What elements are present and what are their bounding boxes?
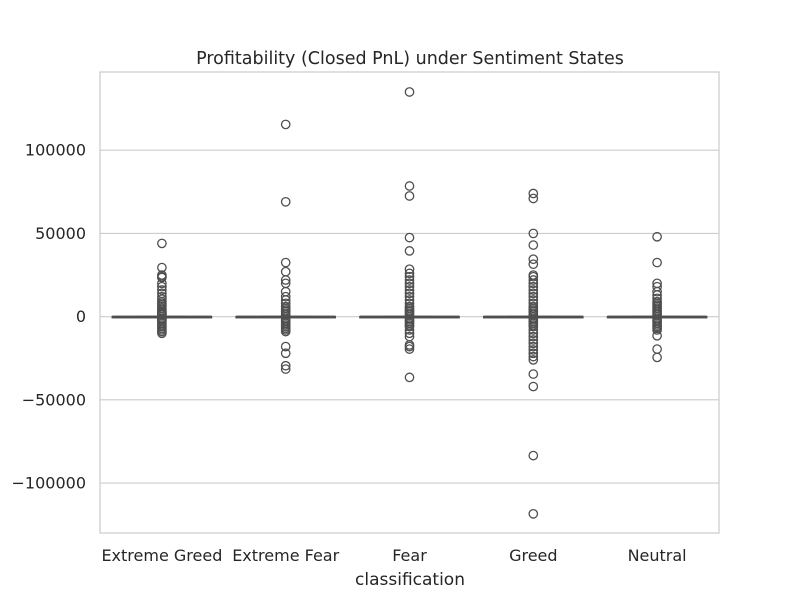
outlier-point xyxy=(528,228,539,239)
outlier-point xyxy=(404,271,415,282)
outlier-point xyxy=(280,275,291,285)
outlier-point xyxy=(157,262,167,273)
outlier-point xyxy=(528,348,539,359)
y-tick-label: −100000 xyxy=(12,474,86,493)
outlier-point xyxy=(157,294,167,305)
outlier-point xyxy=(157,285,167,295)
outlier-point xyxy=(280,291,291,302)
outlier-point xyxy=(528,355,539,365)
outlier-point xyxy=(404,325,415,335)
x-tick-label: Extreme Fear xyxy=(232,546,339,565)
outlier-point xyxy=(157,278,167,289)
outlier-point xyxy=(652,257,662,268)
outlier-point xyxy=(528,351,539,362)
outlier-point xyxy=(157,238,167,249)
outlier-point xyxy=(157,328,167,339)
x-tick-label: Fear xyxy=(392,546,427,565)
outlier-point xyxy=(528,341,539,352)
x-tick-label: Greed xyxy=(509,546,557,565)
y-tick-labels: −100000 −50000 0 50000 100000 xyxy=(12,141,86,493)
outlier-point xyxy=(157,281,167,292)
outlier-point xyxy=(528,259,539,270)
outlier-point xyxy=(404,275,415,285)
outlier-point xyxy=(280,341,291,352)
outlier-point xyxy=(157,272,167,283)
outlier-point xyxy=(528,331,539,342)
outlier-point xyxy=(528,193,539,204)
outlier-point xyxy=(652,330,662,341)
outlier-point xyxy=(528,450,539,461)
outlier-point xyxy=(528,381,539,392)
outlier-point xyxy=(404,246,415,256)
chart-title: Profitability (Closed PnL) under Sentime… xyxy=(196,49,624,69)
outlier-point xyxy=(652,352,662,363)
x-axis-label: classification xyxy=(355,570,465,590)
outlier-point xyxy=(280,326,291,337)
outlier-point xyxy=(404,328,415,339)
outlier-point xyxy=(528,325,539,335)
box-group xyxy=(606,231,708,363)
outlier-point xyxy=(404,281,415,292)
outlier-point xyxy=(404,344,415,354)
outlier-point xyxy=(528,338,539,349)
box-group xyxy=(482,188,584,519)
outlier-point xyxy=(528,254,539,265)
y-tick-label: 0 xyxy=(76,307,86,326)
y-tick-label: 50000 xyxy=(35,224,86,243)
outlier-point xyxy=(528,345,539,355)
outlier-point xyxy=(404,87,415,97)
box-group xyxy=(235,119,337,374)
outlier-point xyxy=(404,278,415,289)
outlier-point xyxy=(404,288,415,299)
outlier-point xyxy=(404,341,415,352)
plot-frame xyxy=(99,71,720,534)
outlier-point xyxy=(404,264,415,275)
outlier-point xyxy=(528,509,539,519)
box-layer xyxy=(111,87,708,519)
y-tick-label: 100000 xyxy=(25,141,86,160)
outlier-point xyxy=(528,275,539,285)
outlier-point xyxy=(652,231,662,242)
outlier-point xyxy=(528,285,539,295)
outlier-point xyxy=(404,291,415,302)
outlier-point xyxy=(528,278,539,289)
outlier-point xyxy=(404,321,415,332)
outlier-point xyxy=(280,119,291,130)
outlier-point xyxy=(280,360,291,371)
x-tick-label: Neutral xyxy=(628,546,687,565)
x-tick-labels: Extreme Greed Extreme Fear Fear Greed Neutra… xyxy=(101,546,686,565)
box-group xyxy=(111,238,213,339)
outlier-point xyxy=(528,321,539,332)
outlier-point xyxy=(528,291,539,302)
outlier-point xyxy=(404,232,415,243)
outlier-point xyxy=(280,364,291,374)
outlier-point xyxy=(528,188,539,199)
outlier-point xyxy=(528,369,539,379)
outlier-point xyxy=(528,288,539,299)
outlier-point xyxy=(528,271,539,282)
outlier-point xyxy=(528,240,539,250)
outlier-point xyxy=(528,328,539,339)
x-tick-label: Extreme Greed xyxy=(101,546,222,565)
outlier-point xyxy=(652,286,662,297)
box-group xyxy=(359,87,460,383)
outlier-point xyxy=(404,191,415,201)
y-tick-label: −50000 xyxy=(22,390,86,409)
outlier-point xyxy=(528,281,539,292)
outlier-point xyxy=(652,325,662,335)
outlier-point xyxy=(280,348,291,359)
outlier-point xyxy=(528,335,539,345)
outlier-point xyxy=(404,268,415,279)
outlier-point xyxy=(404,372,415,383)
outlier-point xyxy=(280,257,291,268)
outlier-point xyxy=(280,196,291,207)
outlier-point xyxy=(404,285,415,295)
outlier-point xyxy=(404,181,415,191)
